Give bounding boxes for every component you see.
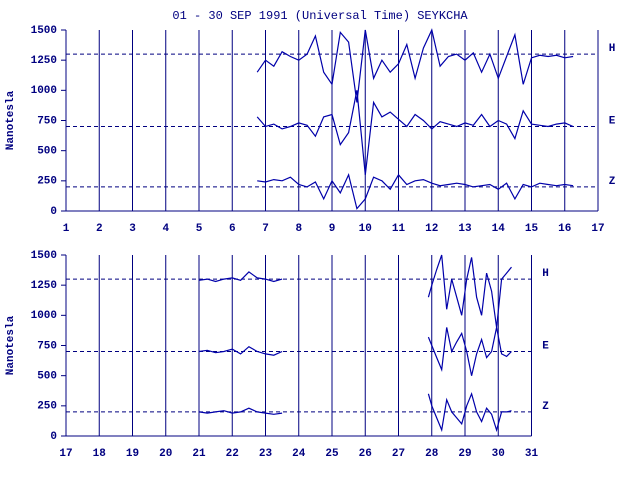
x-tick-label: 22 bbox=[226, 448, 239, 460]
y-tick-label: 0 bbox=[50, 206, 57, 218]
x-tick-label: 11 bbox=[392, 223, 406, 235]
trace bbox=[256, 90, 574, 175]
x-tick-label: 13 bbox=[458, 223, 472, 235]
x-tick-label: 10 bbox=[359, 223, 372, 235]
x-tick-label: 16 bbox=[558, 223, 571, 235]
x-tick-label: 18 bbox=[93, 448, 107, 460]
x-tick-label: 12 bbox=[425, 223, 438, 235]
x-tick-label: 4 bbox=[162, 223, 169, 235]
x-tick-label: 21 bbox=[192, 448, 206, 460]
x-tick-label: 28 bbox=[425, 448, 439, 460]
y-tick-label: 1250 bbox=[31, 280, 57, 292]
x-tick-label: 24 bbox=[292, 448, 306, 460]
y-tick-label: 500 bbox=[37, 146, 57, 158]
x-tick-label: 17 bbox=[591, 223, 604, 235]
series-label: Z bbox=[609, 176, 616, 188]
y-tick-label: 1500 bbox=[31, 25, 57, 37]
y-tick-label: 250 bbox=[37, 176, 57, 188]
y-tick-label: 1000 bbox=[31, 85, 57, 97]
x-tick-label: 20 bbox=[159, 448, 172, 460]
y-tick-label: 250 bbox=[37, 401, 57, 413]
x-tick-label: 19 bbox=[126, 448, 139, 460]
x-tick-label: 1 bbox=[63, 223, 70, 235]
trace bbox=[198, 391, 512, 433]
x-tick-label: 29 bbox=[458, 448, 471, 460]
x-tick-label: 6 bbox=[229, 223, 236, 235]
x-tick-label: 9 bbox=[329, 223, 336, 235]
x-tick-label: 15 bbox=[525, 223, 539, 235]
x-tick-label: 30 bbox=[492, 448, 505, 460]
x-tick-label: 2 bbox=[96, 223, 103, 235]
x-tick-label: 25 bbox=[325, 448, 339, 460]
series-label: E bbox=[609, 115, 616, 127]
x-tick-label: 26 bbox=[359, 448, 372, 460]
x-tick-label: 3 bbox=[129, 223, 136, 235]
y-tick-label: 750 bbox=[37, 340, 57, 352]
series-label: H bbox=[609, 43, 616, 55]
trace bbox=[256, 28, 574, 103]
series-label: H bbox=[542, 268, 549, 280]
y-axis-label: Nanotesla bbox=[5, 315, 17, 375]
x-tick-label: 27 bbox=[392, 448, 405, 460]
y-tick-label: 500 bbox=[37, 371, 57, 383]
x-tick-label: 23 bbox=[259, 448, 273, 460]
series-label: Z bbox=[542, 401, 549, 413]
y-tick-label: 750 bbox=[37, 115, 57, 127]
trace bbox=[257, 172, 574, 210]
trace bbox=[198, 327, 512, 376]
x-tick-label: 8 bbox=[295, 223, 302, 235]
y-tick-label: 1250 bbox=[31, 55, 57, 67]
y-tick-label: 1000 bbox=[31, 310, 57, 322]
x-tick-label: 7 bbox=[262, 223, 269, 235]
x-tick-label: 5 bbox=[196, 223, 203, 235]
x-tick-label: 31 bbox=[525, 448, 539, 460]
chart-title: 01 - 30 SEP 1991 (Universal Time) SEYKCH… bbox=[172, 9, 468, 23]
y-tick-label: 1500 bbox=[31, 250, 57, 262]
x-tick-label: 17 bbox=[59, 448, 72, 460]
x-tick-label: 14 bbox=[492, 223, 506, 235]
y-tick-label: 0 bbox=[50, 431, 57, 443]
y-axis-label: Nanotesla bbox=[5, 90, 17, 150]
trace bbox=[198, 254, 512, 328]
series-label: E bbox=[542, 340, 549, 352]
